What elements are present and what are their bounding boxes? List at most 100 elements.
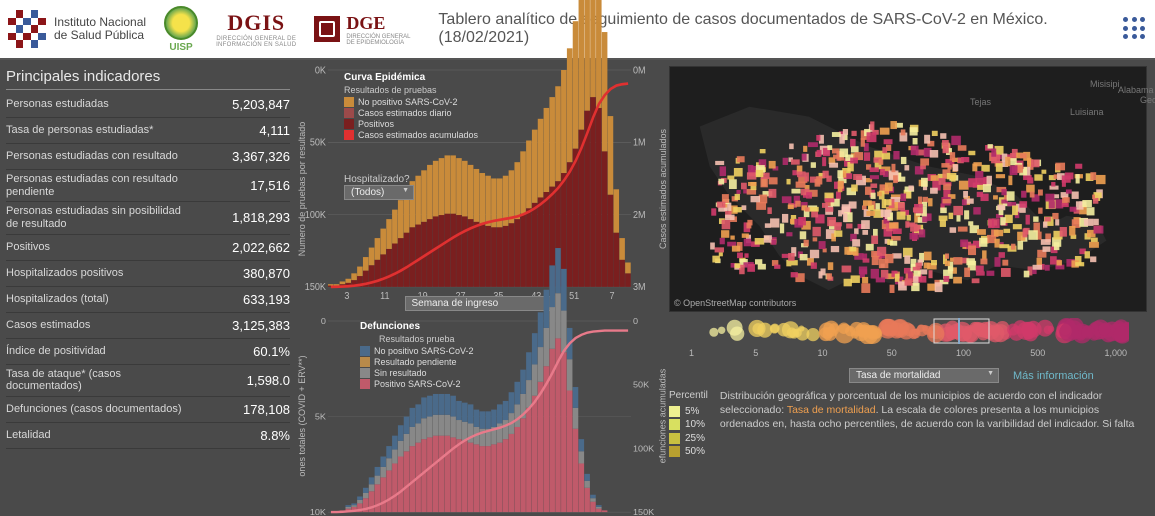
map-region-label: Alabama	[1118, 85, 1154, 95]
slider-tick: 50	[887, 348, 897, 358]
indicator-row[interactable]: Positivos 2,022,662	[6, 235, 290, 261]
indicator-value: 633,193	[243, 292, 290, 307]
insp-name: Instituto Nacional de Salud Pública	[54, 16, 146, 42]
indicator-label: Defunciones (casos documentados)	[6, 403, 181, 416]
chart2-y2label: efunciones acumuladas	[658, 369, 668, 464]
svg-text:100K: 100K	[305, 209, 327, 220]
indicator-row[interactable]: Tasa de ataque* (casos documentados) 1,59…	[6, 365, 290, 397]
chart1-ylabel: Numero de pruebas por resultado	[297, 122, 307, 257]
indicator-value: 178,108	[243, 402, 290, 417]
svg-text:10K: 10K	[310, 507, 326, 516]
percentile-item: 5%	[669, 405, 708, 419]
svg-text:11: 11	[380, 290, 389, 301]
svg-text:3M: 3M	[633, 281, 646, 292]
indicators-title: Principales indicadores	[6, 66, 290, 90]
chart1-legend: Curva Epidémica Resultados de pruebas No…	[344, 72, 478, 141]
logo-insp: Instituto Nacional de Salud Pública	[8, 10, 146, 48]
svg-text:0M: 0M	[633, 64, 646, 75]
indicator-row[interactable]: Personas estudiadas con resultado 3,367,3…	[6, 144, 290, 170]
indicator-label: Personas estudiadas	[6, 98, 109, 111]
indicator-label: Personas estudiadas con resultado pendie…	[6, 173, 186, 198]
indicator-row[interactable]: Personas estudiadas 5,203,847	[6, 92, 290, 118]
indicator-label: Índice de positividad	[6, 345, 106, 358]
indicator-row[interactable]: Letalidad8.8%	[6, 423, 290, 449]
xaxis-selector: Semana de ingreso	[405, 295, 555, 311]
indicator-value: 3,125,383	[232, 318, 290, 333]
logo-uisp: UISP	[164, 6, 198, 53]
map-region-label: Misisipi	[1090, 79, 1120, 89]
map-region-label: Luisiana	[1070, 107, 1104, 117]
svg-text:5K: 5K	[315, 412, 326, 422]
indicator-label: Casos estimados	[6, 319, 90, 332]
map-attribution: © OpenStreetMap contributors	[674, 298, 796, 308]
percentile-legend: Percentil 5%10%25%50%	[669, 389, 708, 459]
indicator-row[interactable]: Casos estimados 3,125,383	[6, 313, 290, 339]
indicator-row[interactable]: Hospitalizados (total) 633,193	[6, 287, 290, 313]
legend-item: No positivo SARS-CoV-2	[344, 97, 478, 107]
svg-text:150K: 150K	[633, 507, 654, 516]
indicator-row[interactable]: Hospitalizados positivos 380,870	[6, 261, 290, 287]
svg-text:50K: 50K	[310, 136, 327, 147]
legend-item: Positivo SARS-CoV-2	[360, 379, 474, 389]
deaths-chart[interactable]: ones totales (COVID + ERV**) efunciones …	[300, 317, 659, 516]
slider-tick: 1	[689, 348, 694, 358]
description-text: Distribución geográfica y porcentual de …	[720, 389, 1147, 459]
indicator-row[interactable]: Índice de positividad 60.1%	[6, 339, 290, 365]
indicator-value: 4,111	[259, 123, 290, 138]
legend-item: No positivo SARS-CoV-2	[360, 346, 474, 356]
indicator-label: Tasa de ataque* (casos documentados)	[6, 368, 186, 393]
page-title: Tablero analítico de seguimiento de caso…	[428, 11, 1105, 47]
svg-text:2M: 2M	[633, 209, 646, 220]
more-info-link[interactable]: Más información	[1013, 370, 1094, 382]
logo-dge: DGE DIRECCIÓN GENERAL DE EPIDEMIOLOGÍA	[314, 13, 410, 46]
indicator-label: Hospitalizados (total)	[6, 293, 109, 306]
epidemic-curve-chart[interactable]: Numero de pruebas por resultado Casos es…	[300, 66, 659, 313]
indicator-row[interactable]: Personas estudiadas sin posibilidad de r…	[6, 202, 290, 234]
indicator-row[interactable]: Defunciones (casos documentados) 178,108	[6, 397, 290, 423]
svg-text:0: 0	[321, 316, 326, 326]
svg-text:50K: 50K	[633, 380, 649, 390]
mexico-map[interactable]: TejasLuisianaMisisipiAlabamaGeorgia © Op…	[669, 66, 1147, 312]
percentile-item: 25%	[669, 432, 708, 446]
indicator-value: 60.1%	[253, 344, 290, 359]
indicator-label: Personas estudiadas con resultado	[6, 150, 178, 163]
insp-mark-icon	[8, 10, 46, 48]
slider-tick: 10	[817, 348, 827, 358]
indicator-label: Personas estudiadas sin posibilidad de r…	[6, 205, 186, 230]
map-region-label: Tejas	[970, 97, 991, 107]
indicator-value: 3,367,326	[232, 149, 290, 164]
map-panel: Tejas Luisiana MisisipiAlabamaGeorgia © Op…	[665, 60, 1155, 516]
metric-select[interactable]: Tasa de mortalidad	[849, 368, 999, 383]
map-region-label: Georgia	[1140, 95, 1155, 105]
percentile-item: 10%	[669, 418, 708, 432]
slider-tick: 5	[753, 348, 758, 358]
svg-text:1M: 1M	[633, 136, 646, 147]
indicator-label: Hospitalizados positivos	[6, 267, 123, 280]
svg-text:0K: 0K	[315, 64, 327, 75]
indicator-label: Positivos	[6, 241, 50, 254]
distribution-slider[interactable]: 1510501005001,000	[669, 314, 1147, 366]
indicator-value: 1,818,293	[232, 210, 290, 225]
indicator-value: 5,203,847	[232, 97, 290, 112]
indicators-panel: Principales indicadores Personas estudia…	[0, 60, 300, 516]
svg-text:7: 7	[610, 290, 615, 301]
uisp-icon	[164, 6, 198, 40]
percentile-item: 50%	[669, 445, 708, 459]
legend-item: Positivos	[344, 119, 478, 129]
dge-icon	[314, 16, 340, 42]
apps-icon[interactable]	[1123, 17, 1147, 41]
indicator-value: 1,598.0	[247, 373, 290, 388]
week-select[interactable]: Semana de ingreso	[405, 296, 555, 311]
svg-text:0: 0	[633, 316, 638, 326]
hosp-select[interactable]: (Todos)	[344, 185, 414, 200]
svg-text:150K: 150K	[305, 281, 327, 292]
legend-item: Casos estimados acumulados	[344, 130, 478, 140]
indicator-value: 2,022,662	[232, 240, 290, 255]
indicator-value: 380,870	[243, 266, 290, 281]
logo-dgis: DGIS DIRECCIÓN GENERAL DE INFORMACIÓN EN…	[216, 10, 296, 48]
chart2-legend: Defunciones Resultados prueba No positiv…	[360, 321, 474, 390]
slider-tick: 500	[1030, 348, 1045, 358]
indicator-label: Letalidad	[6, 429, 51, 442]
indicator-row[interactable]: Personas estudiadas con resultado pendie…	[6, 170, 290, 202]
indicator-row[interactable]: Tasa de personas estudiadas*4,111	[6, 118, 290, 144]
